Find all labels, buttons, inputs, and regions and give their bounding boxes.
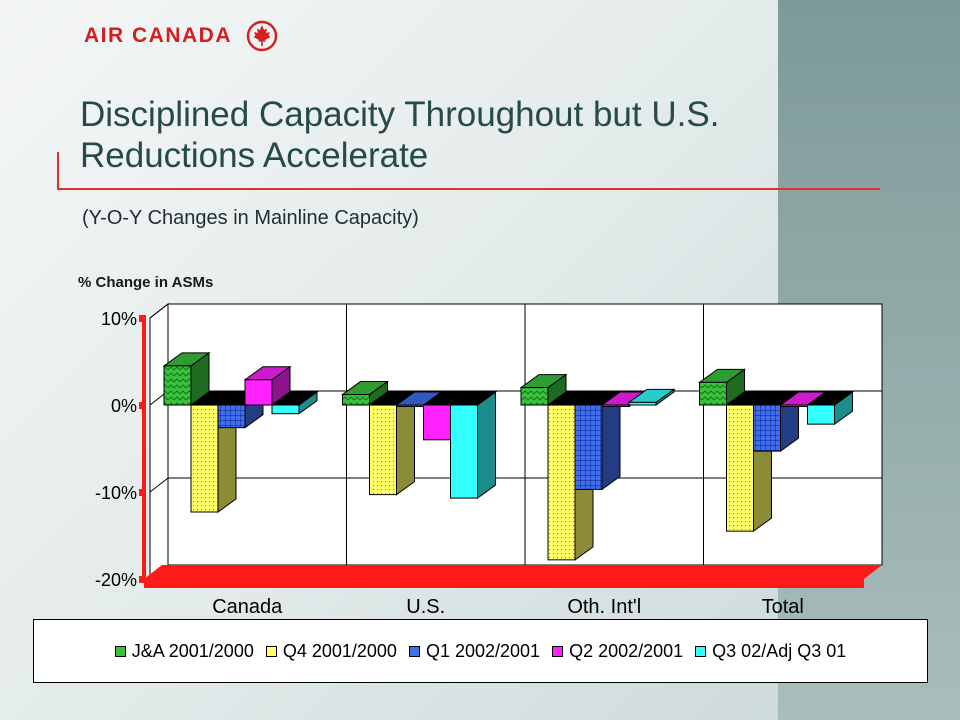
y-axis-title: % Change in ASMs [78,274,214,291]
bar-4 [807,404,835,425]
bar-3 [244,379,273,406]
x-tick-label: U.S. [406,596,445,618]
air-canada-logo: AIR CANADA [84,20,278,52]
bar-0 [699,381,727,406]
legend-label: J&A 2001/2000 [131,640,254,661]
legend-label: Q2 2002/2001 [569,640,684,661]
y-tick-mark [139,576,146,583]
bar-2 [396,404,424,407]
legend-swatch [114,645,126,657]
legend-label: Q3 02/Adj Q3 01 [712,640,847,661]
bar-3 [423,404,451,441]
legend-item: Q2 2002/2001 [552,641,683,662]
legend-item: J&A 2001/2000 [114,640,254,662]
gridline-side [149,303,169,319]
x-tick-label: Oth. Int'l [567,596,641,618]
bar-0 [163,365,192,406]
bar-0 [520,387,549,406]
bar-2 [217,404,246,429]
bar-1 [369,404,397,496]
bar-4 [450,404,478,499]
bar-side-4 [477,391,496,500]
legend-swatch [408,645,420,657]
x-tick-label: Canada [212,596,283,618]
plot-side-wall [149,302,169,581]
bar-1 [547,404,576,561]
legend-item: Q3 02/Adj Q3 01 [695,641,846,662]
bar-side-1 [396,391,415,496]
bar-1 [190,404,219,513]
legend-item: Q4 2001/2000 [265,640,397,662]
bar-2 [574,404,603,490]
y-tick-mark [139,402,146,409]
legend-swatch [695,645,707,657]
title-rule-vertical [57,152,59,189]
maple-leaf-roundel-icon [246,20,278,52]
y-axis-line [142,318,146,579]
logo-text: AIR CANADA [84,24,232,47]
slide-subtitle: (Y-O-Y Changes in Mainline Capacity) [82,207,419,229]
bar-3 [780,404,808,407]
y-tick-label: -20% [95,570,137,590]
bar-1 [726,404,754,532]
bar-2 [753,404,781,452]
bar-0 [342,394,370,406]
legend-swatch [265,645,277,657]
legend-item: Q1 2002/2001 [408,640,541,662]
slide-title: Disciplined Capacity Throughout but U.S.… [80,95,720,175]
legend-swatch [552,645,564,657]
x-tick-label: Total [762,596,804,618]
y-tick-label: 10% [101,309,137,329]
y-tick-label: -10% [95,483,137,503]
legend-label: Q4 2001/2000 [282,640,397,661]
y-tick-label: 0% [111,396,137,416]
chart-floor [144,565,882,588]
bar-4 [628,401,657,406]
title-rule-horizontal [57,188,880,190]
legend-label: Q1 2002/2001 [425,640,541,661]
y-tick-mark [139,315,146,322]
bar-3 [601,404,630,407]
bar-4 [271,404,300,415]
y-tick-mark [139,489,146,496]
gridline-side [149,477,169,493]
chart-legend: J&A 2001/2000 Q4 2001/2000 Q1 2002/2001 Q2 … [33,619,928,683]
